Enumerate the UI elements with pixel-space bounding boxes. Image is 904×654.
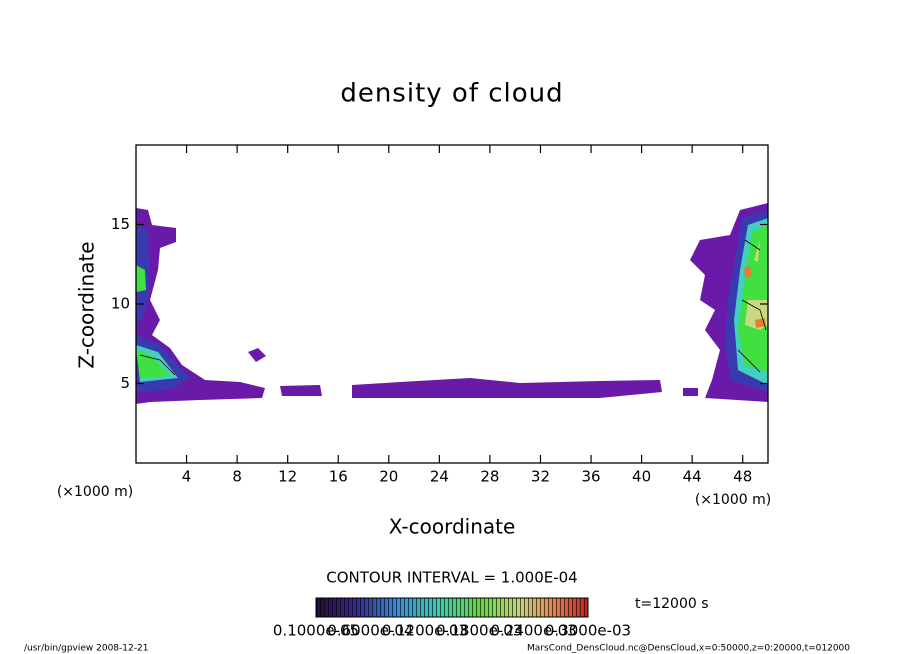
x-tick-label: 16 <box>329 468 348 486</box>
x-tick-label: 40 <box>632 468 651 486</box>
x-axis-label: X-coordinate <box>389 515 516 539</box>
colorbar-label: 0.6000e-04 <box>327 622 413 640</box>
x-tick-label: 32 <box>531 468 550 486</box>
colorbar-label: 0.2400e-03 <box>490 622 576 640</box>
x-tick-label: 12 <box>278 468 297 486</box>
colorbar-stripes <box>316 598 588 617</box>
x-tick-label: 28 <box>480 468 499 486</box>
chart-title: density of cloud <box>340 79 563 109</box>
y-unit: (×1000 m) <box>57 484 133 500</box>
colorbar-label: 0.1200e-03 <box>382 622 468 640</box>
x-tick-label: 44 <box>683 468 702 486</box>
x-tick-label: 20 <box>379 468 398 486</box>
x-tick-label: 36 <box>581 468 600 486</box>
colorbar-label: 0.1800e-03 <box>436 622 522 640</box>
footer-left: /usr/bin/gpview 2008-12-21 <box>24 644 148 654</box>
x-tick-label: 24 <box>430 468 449 486</box>
colorbar-frame <box>315 597 589 618</box>
footer-right: MarsCond_DensCloud.nc@DensCloud,x=0:5000… <box>527 644 850 654</box>
y-tick-label: 10 <box>111 295 130 313</box>
contour-interval: CONTOUR INTERVAL = 1.000E-04 <box>326 569 577 587</box>
y-axis-label: Z-coordinate <box>75 241 99 368</box>
x-unit: (×1000 m) <box>695 492 771 508</box>
colorbar-label: 0.3000e-03 <box>545 622 631 640</box>
x-tick-label: 48 <box>733 468 752 486</box>
y-tick-label: 5 <box>120 374 130 392</box>
time-label: t=12000 s <box>635 596 709 612</box>
y-tick-label: 15 <box>111 215 130 233</box>
x-tick-label: 8 <box>232 468 242 486</box>
plot-frame <box>135 144 769 464</box>
x-tick-label: 4 <box>182 468 192 486</box>
contour-fill <box>136 203 768 404</box>
colorbar-label: 0.1000e-05 <box>273 622 359 640</box>
